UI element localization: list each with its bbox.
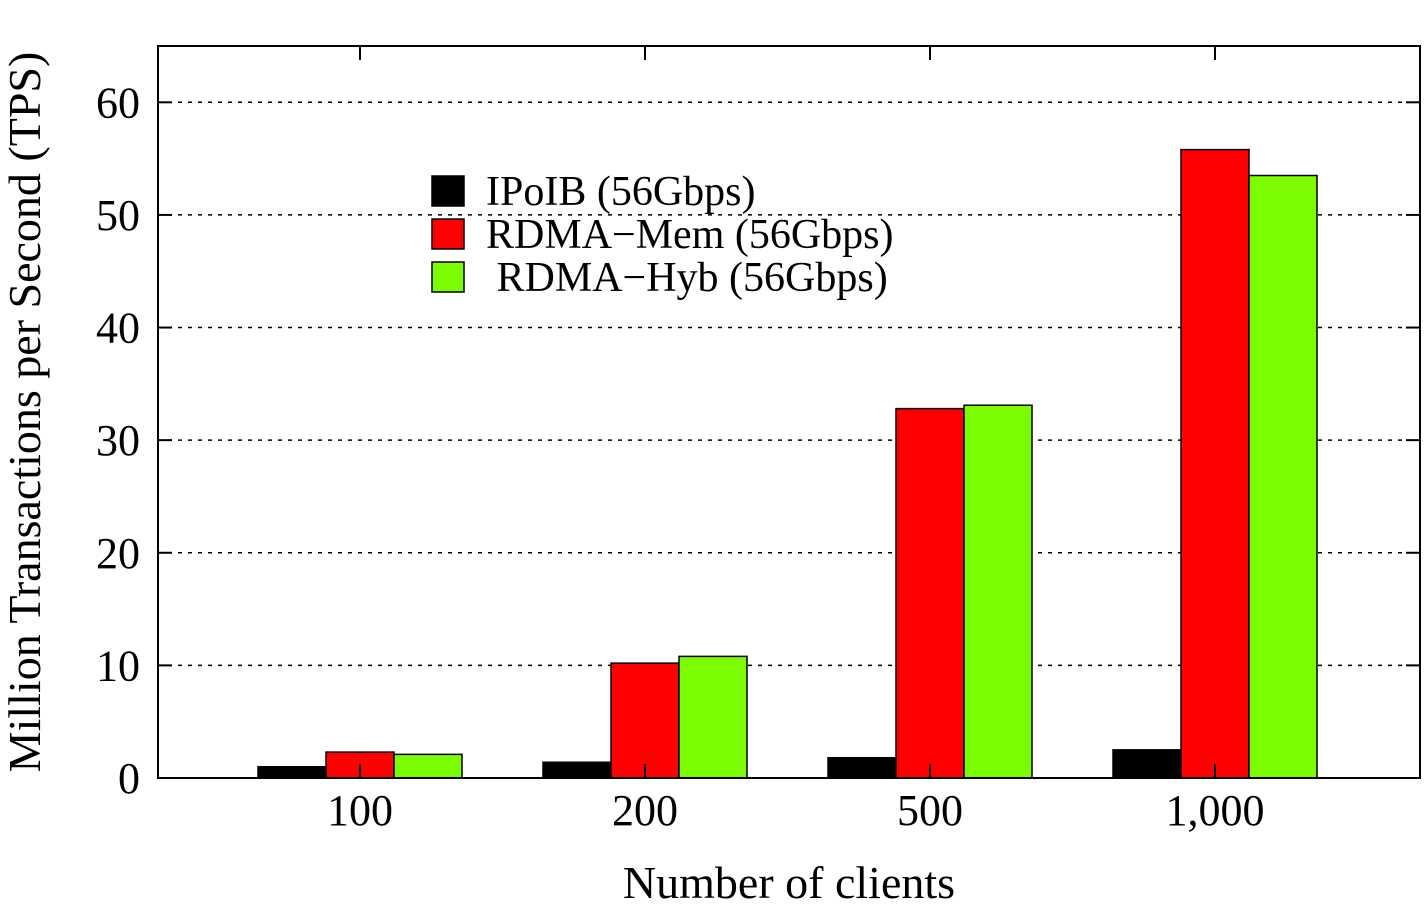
x-axis-label: Number of clients xyxy=(623,857,955,904)
bar xyxy=(1180,148,1250,779)
legend-swatch xyxy=(431,261,465,293)
x-tick-label: 1,000 xyxy=(1166,786,1265,835)
bar xyxy=(610,662,680,779)
x-tick-label: 500 xyxy=(897,786,963,835)
bar xyxy=(1112,749,1182,779)
bar xyxy=(257,765,327,779)
legend-label: RDMA−Mem (56Gbps) xyxy=(486,212,894,258)
legend-swatch xyxy=(431,175,465,207)
x-tick-label: 200 xyxy=(612,786,678,835)
y-tick-label: 20 xyxy=(96,529,140,578)
y-axis-label: Million Transactions per Second (TPS) xyxy=(0,52,50,773)
x-tick-label: 100 xyxy=(327,786,393,835)
bar xyxy=(895,407,965,779)
legend: IPoIB (56Gbps)RDMA−Mem (56Gbps) RDMA−Hyb… xyxy=(431,169,894,301)
plot-frame xyxy=(157,45,1421,779)
y-tick-label: 0 xyxy=(118,754,140,803)
y-tick-label: 30 xyxy=(96,416,140,465)
y-tick-label: 50 xyxy=(96,191,140,240)
x-tick-labels: 100 200 500 1,000 xyxy=(327,786,1265,835)
y-tick-label: 10 xyxy=(96,641,140,690)
bar xyxy=(393,753,463,779)
y-tick-label: 60 xyxy=(96,78,140,127)
y-tick-labels: 0 10 20 30 40 50 60 xyxy=(96,78,140,803)
bar xyxy=(963,404,1033,779)
bars xyxy=(257,148,1318,779)
bar xyxy=(827,756,897,779)
bar xyxy=(542,761,612,779)
bar xyxy=(1248,174,1318,779)
y-tick-label: 40 xyxy=(96,304,140,353)
legend-swatch xyxy=(431,218,465,250)
bar xyxy=(678,655,748,779)
legend-label: IPoIB (56Gbps) xyxy=(486,169,756,215)
legend-label: RDMA−Hyb (56Gbps) xyxy=(486,255,888,301)
axis-ticks xyxy=(158,46,1420,779)
